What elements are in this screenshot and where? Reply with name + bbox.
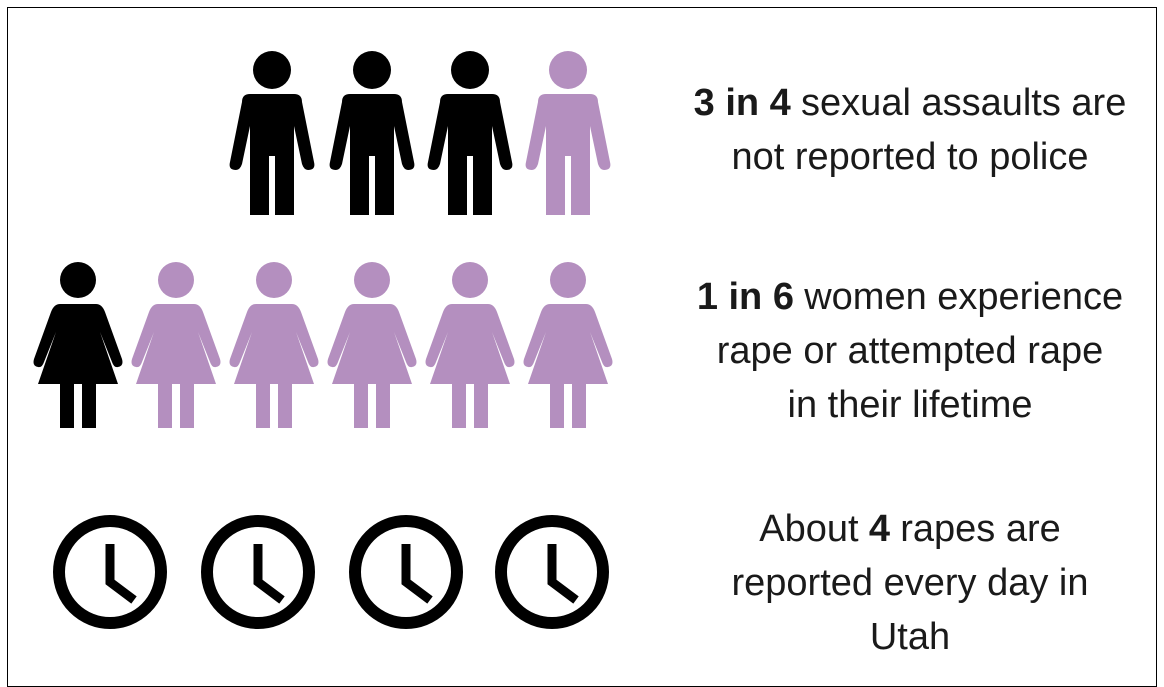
clock-icon (207, 521, 309, 623)
text: About (759, 508, 859, 550)
statement-line: 1 in 6 women experience (650, 270, 1164, 324)
woman-icon (425, 262, 515, 428)
bold-number: 4 (868, 508, 890, 550)
text: sexual assaults are (801, 82, 1127, 124)
clock-icon (501, 521, 603, 623)
text: not reported to police (731, 136, 1089, 178)
statement-line: About 4 rapes are (650, 502, 1164, 556)
text: Utah (869, 616, 951, 658)
person-icon (229, 51, 315, 215)
woman-icon (229, 262, 319, 428)
clock-icon (59, 521, 161, 623)
person-icon (427, 51, 513, 215)
text: rapes are (900, 508, 1061, 550)
statement: 1 in 6 women experience rape or attempted … (650, 270, 1164, 432)
statement: About 4 rapes are reported every day in Utah (650, 502, 1164, 664)
woman-icon (131, 262, 221, 428)
statement-line: in their lifetime (650, 378, 1164, 432)
woman-icon (33, 262, 123, 428)
statement-line: not reported to police (650, 130, 1164, 184)
bold-number: 3 in 4 (693, 82, 791, 124)
woman-icon (523, 262, 613, 428)
statement-line: Utah (650, 610, 1164, 664)
bold-number: 1 in 6 (696, 276, 794, 318)
statement: 3 in 4 sexual assaults are not reported to… (650, 76, 1164, 184)
statement-line: 3 in 4 sexual assaults are (650, 76, 1164, 130)
text: in their lifetime (787, 384, 1033, 426)
person-icon (525, 51, 611, 215)
statement-line: rape or attempted rape (650, 324, 1164, 378)
clock-icon (355, 521, 457, 623)
text: reported every day in (731, 562, 1089, 604)
woman-icon (327, 262, 417, 428)
text: rape or attempted rape (716, 330, 1104, 372)
text: women experience (804, 276, 1124, 318)
person-icon (329, 51, 415, 215)
statement-line: reported every day in (650, 556, 1164, 610)
